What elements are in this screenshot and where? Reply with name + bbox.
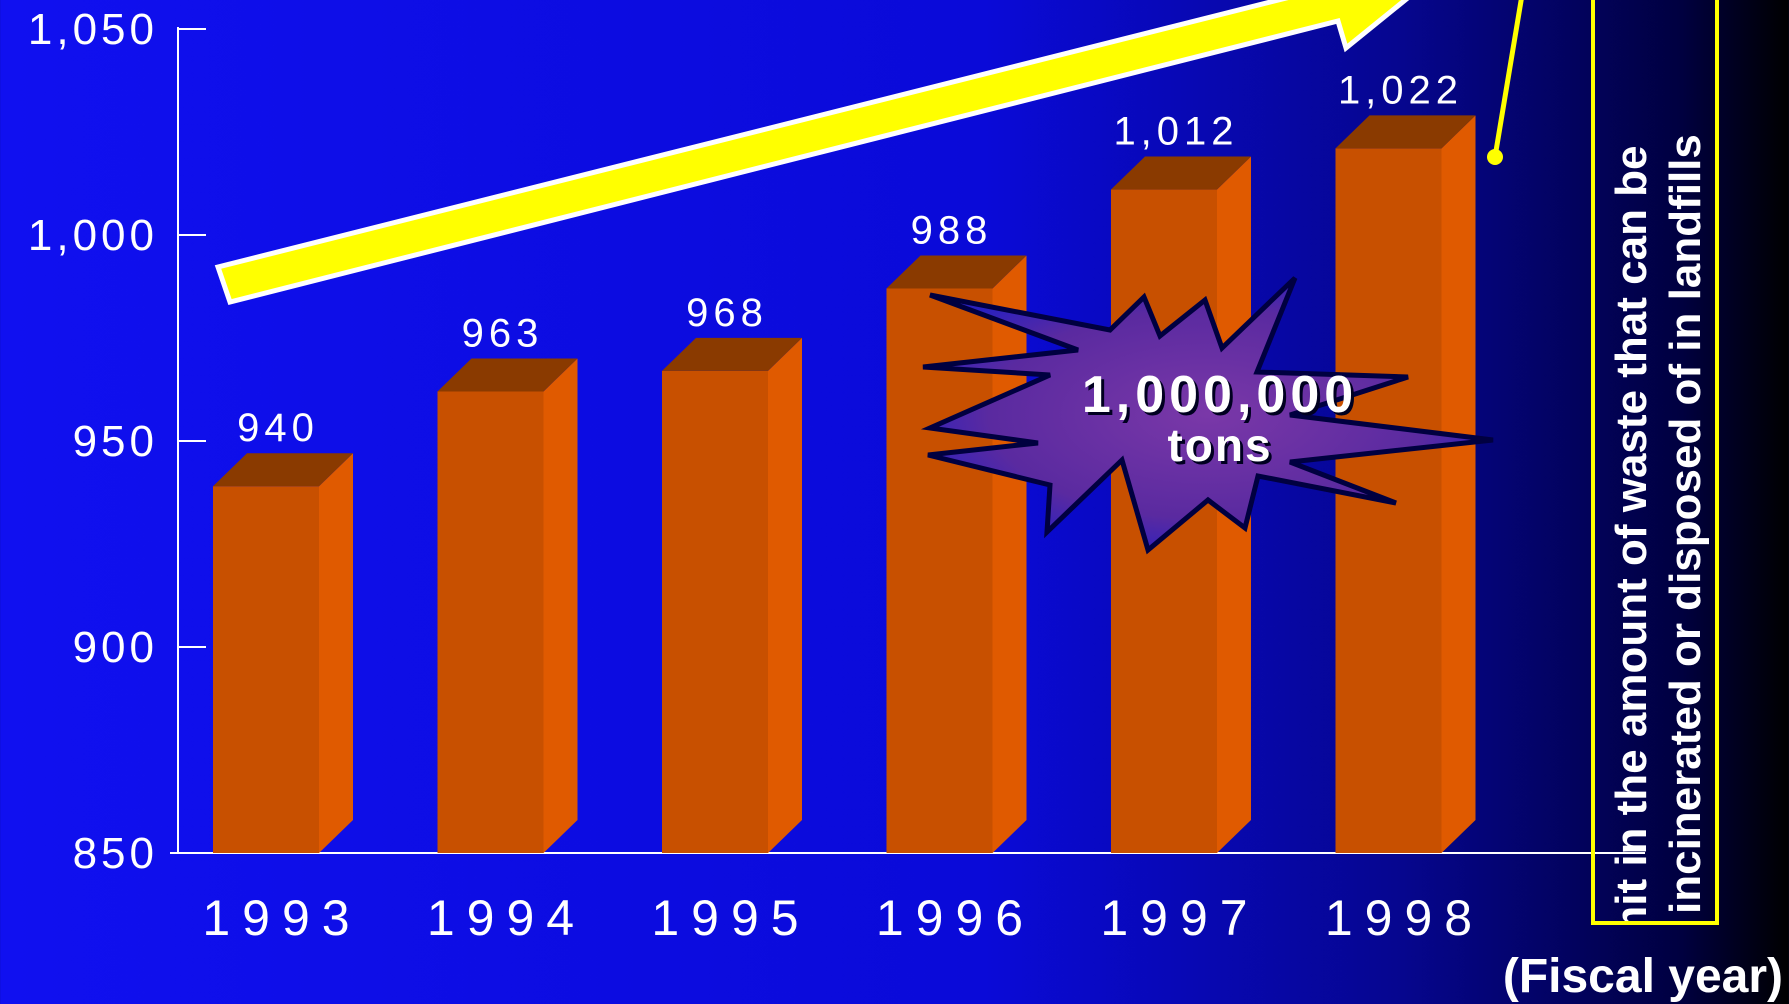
bar bbox=[437, 391, 544, 853]
data-label: 963 bbox=[462, 311, 544, 355]
bar-side bbox=[543, 358, 578, 853]
callout-value: 1,000,000 bbox=[1081, 366, 1359, 424]
limit-note-text: Limit in the amount of waste that can be… bbox=[1605, 0, 1713, 925]
y-tick-label: 950 bbox=[73, 417, 158, 466]
bar-side bbox=[319, 453, 353, 853]
bar bbox=[662, 370, 768, 853]
bar bbox=[213, 486, 319, 853]
x-tick-label: 1995 bbox=[651, 890, 810, 946]
limit-note-line-1: Limit in the amount of waste that can be bbox=[1607, 145, 1656, 925]
x-tick-label: 1993 bbox=[202, 890, 361, 946]
starburst-icon bbox=[920, 276, 1494, 555]
y-tick-label: 900 bbox=[73, 623, 158, 672]
bar-top bbox=[1335, 115, 1476, 149]
x-tick-label: 1996 bbox=[876, 890, 1035, 946]
x-axis-label: (Fiscal year) bbox=[1502, 950, 1783, 1003]
y-tick-label: 850 bbox=[73, 829, 158, 878]
bar-side bbox=[992, 255, 1027, 853]
growth-arrow-icon bbox=[214, 0, 1410, 305]
data-label: 1,012 bbox=[1113, 110, 1238, 154]
bar-top bbox=[213, 453, 353, 487]
bar-side bbox=[768, 337, 802, 854]
data-label: 940 bbox=[237, 406, 319, 450]
bar-side bbox=[1441, 115, 1476, 854]
bar bbox=[886, 288, 993, 853]
data-label: 968 bbox=[686, 291, 768, 335]
bar-top bbox=[886, 255, 1027, 289]
bar-top bbox=[1111, 156, 1251, 190]
x-tick-label: 1994 bbox=[427, 890, 586, 946]
callout-unit: tons bbox=[1167, 419, 1273, 471]
data-label: 988 bbox=[911, 208, 993, 252]
data-label: 1,022 bbox=[1338, 68, 1463, 112]
y-tick-label: 1,050 bbox=[28, 5, 158, 54]
x-tick-label: 1998 bbox=[1325, 890, 1484, 946]
y-tick-label: 1,000 bbox=[28, 211, 158, 260]
limit-note-box: Limit in the amount of waste that can be… bbox=[1591, 0, 1719, 925]
limit-note-line-2: incinerated or disposed of in landfills bbox=[1661, 134, 1710, 914]
bar-top bbox=[662, 337, 802, 371]
bar-top bbox=[437, 358, 578, 392]
limit-leader-line bbox=[1487, 0, 1524, 165]
x-tick-label: 1997 bbox=[1100, 890, 1259, 946]
callout-label: 1,000,000 tons bbox=[1060, 368, 1380, 468]
